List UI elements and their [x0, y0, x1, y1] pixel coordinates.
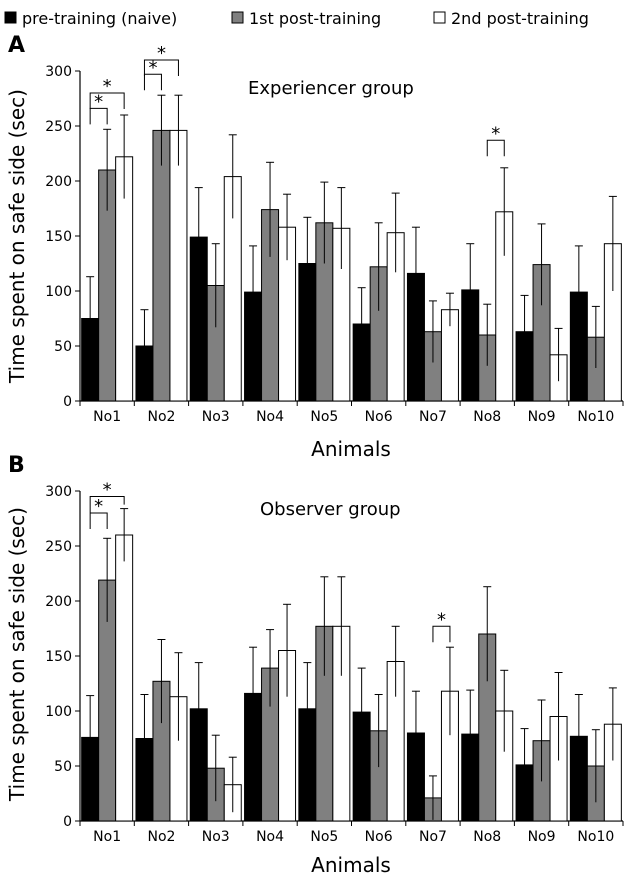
- significance-bracket: [432, 625, 451, 643]
- x-tick-label: No6: [365, 829, 393, 845]
- significance-star: *: [94, 91, 103, 112]
- significance-bracket: [89, 496, 125, 513]
- x-axis-label: Animals: [311, 853, 391, 877]
- x-tick-label: No6: [365, 409, 393, 425]
- x-tick-label: No4: [256, 829, 284, 845]
- panel-b: B Observer group Time spent on safe side…: [5, 453, 624, 877]
- x-tick-label: No3: [202, 829, 230, 845]
- significance-bracket: [89, 92, 125, 109]
- x-tick-label: No9: [528, 409, 556, 425]
- y-tick-label: 0: [63, 814, 72, 830]
- x-tick-label: No10: [577, 829, 614, 845]
- y-tick-label: 100: [45, 284, 72, 300]
- significance-star: *: [437, 609, 446, 630]
- significance-star: *: [103, 480, 112, 501]
- x-axis-label: Animals: [311, 437, 391, 461]
- significance-star: *: [103, 76, 112, 97]
- x-tick-label: No9: [528, 829, 556, 845]
- significance-star: *: [157, 43, 166, 64]
- y-tick-label: 250: [45, 539, 72, 555]
- panel-a: A Experiencer group Time spent on safe s…: [5, 33, 624, 461]
- y-tick-label: 300: [45, 484, 72, 500]
- legend-label-pre-training: pre-training (naive): [22, 9, 177, 28]
- panel-letter: A: [8, 33, 25, 58]
- group-title: Observer group: [260, 499, 401, 520]
- x-tick-label: No2: [147, 829, 175, 845]
- legend-label-2nd-post-training: 2nd post-training: [451, 9, 589, 28]
- bar-no1-series-3: [115, 534, 134, 822]
- x-tick-label: No3: [202, 409, 230, 425]
- legend-swatch-pre-training: [4, 11, 17, 24]
- y-tick-label: 50: [54, 759, 72, 775]
- x-tick-label: No10: [577, 409, 614, 425]
- significance-bracket: [89, 107, 108, 125]
- x-tick-label: No2: [147, 409, 175, 425]
- bar-no2-series-2: [152, 129, 171, 402]
- x-tick-label: No1: [93, 409, 121, 425]
- x-tick-label: No7: [419, 829, 447, 845]
- y-axis-label: Time spent on safe side (sec): [5, 507, 29, 802]
- y-tick-label: 50: [54, 339, 72, 355]
- legend-swatch-2nd-post-training: [433, 11, 446, 24]
- y-tick-label: 100: [45, 704, 72, 720]
- legend-swatch-1st-post-training: [231, 11, 244, 24]
- y-tick-label: 200: [45, 174, 72, 190]
- significance-star: *: [94, 496, 103, 517]
- x-tick-label: No7: [419, 409, 447, 425]
- y-axis-label: Time spent on safe side (sec): [5, 89, 29, 384]
- x-tick-label: No8: [473, 829, 501, 845]
- legend: pre-training (naive) 1st post-training 2…: [4, 9, 589, 28]
- x-tick-label: No5: [310, 409, 338, 425]
- y-tick-label: 150: [45, 229, 72, 245]
- y-tick-label: 0: [63, 394, 72, 410]
- significance-bracket: [143, 73, 162, 91]
- y-tick-label: 250: [45, 119, 72, 135]
- bar-no2-series-3: [169, 129, 188, 402]
- legend-label-1st-post-training: 1st post-training: [249, 9, 381, 28]
- x-tick-label: No4: [256, 409, 284, 425]
- y-tick-label: 150: [45, 649, 72, 665]
- y-tick-label: 300: [45, 64, 72, 80]
- significance-bracket: [486, 139, 505, 157]
- y-tick-label: 200: [45, 594, 72, 610]
- panel-letter: B: [8, 453, 25, 478]
- x-tick-label: No1: [93, 829, 121, 845]
- significance-bracket: [89, 512, 108, 529]
- x-tick-label: No8: [473, 409, 501, 425]
- group-title: Experiencer group: [248, 78, 414, 99]
- significance-bracket: [143, 59, 179, 76]
- significance-star: *: [491, 123, 500, 144]
- x-tick-label: No5: [310, 829, 338, 845]
- significance-star: *: [148, 57, 157, 78]
